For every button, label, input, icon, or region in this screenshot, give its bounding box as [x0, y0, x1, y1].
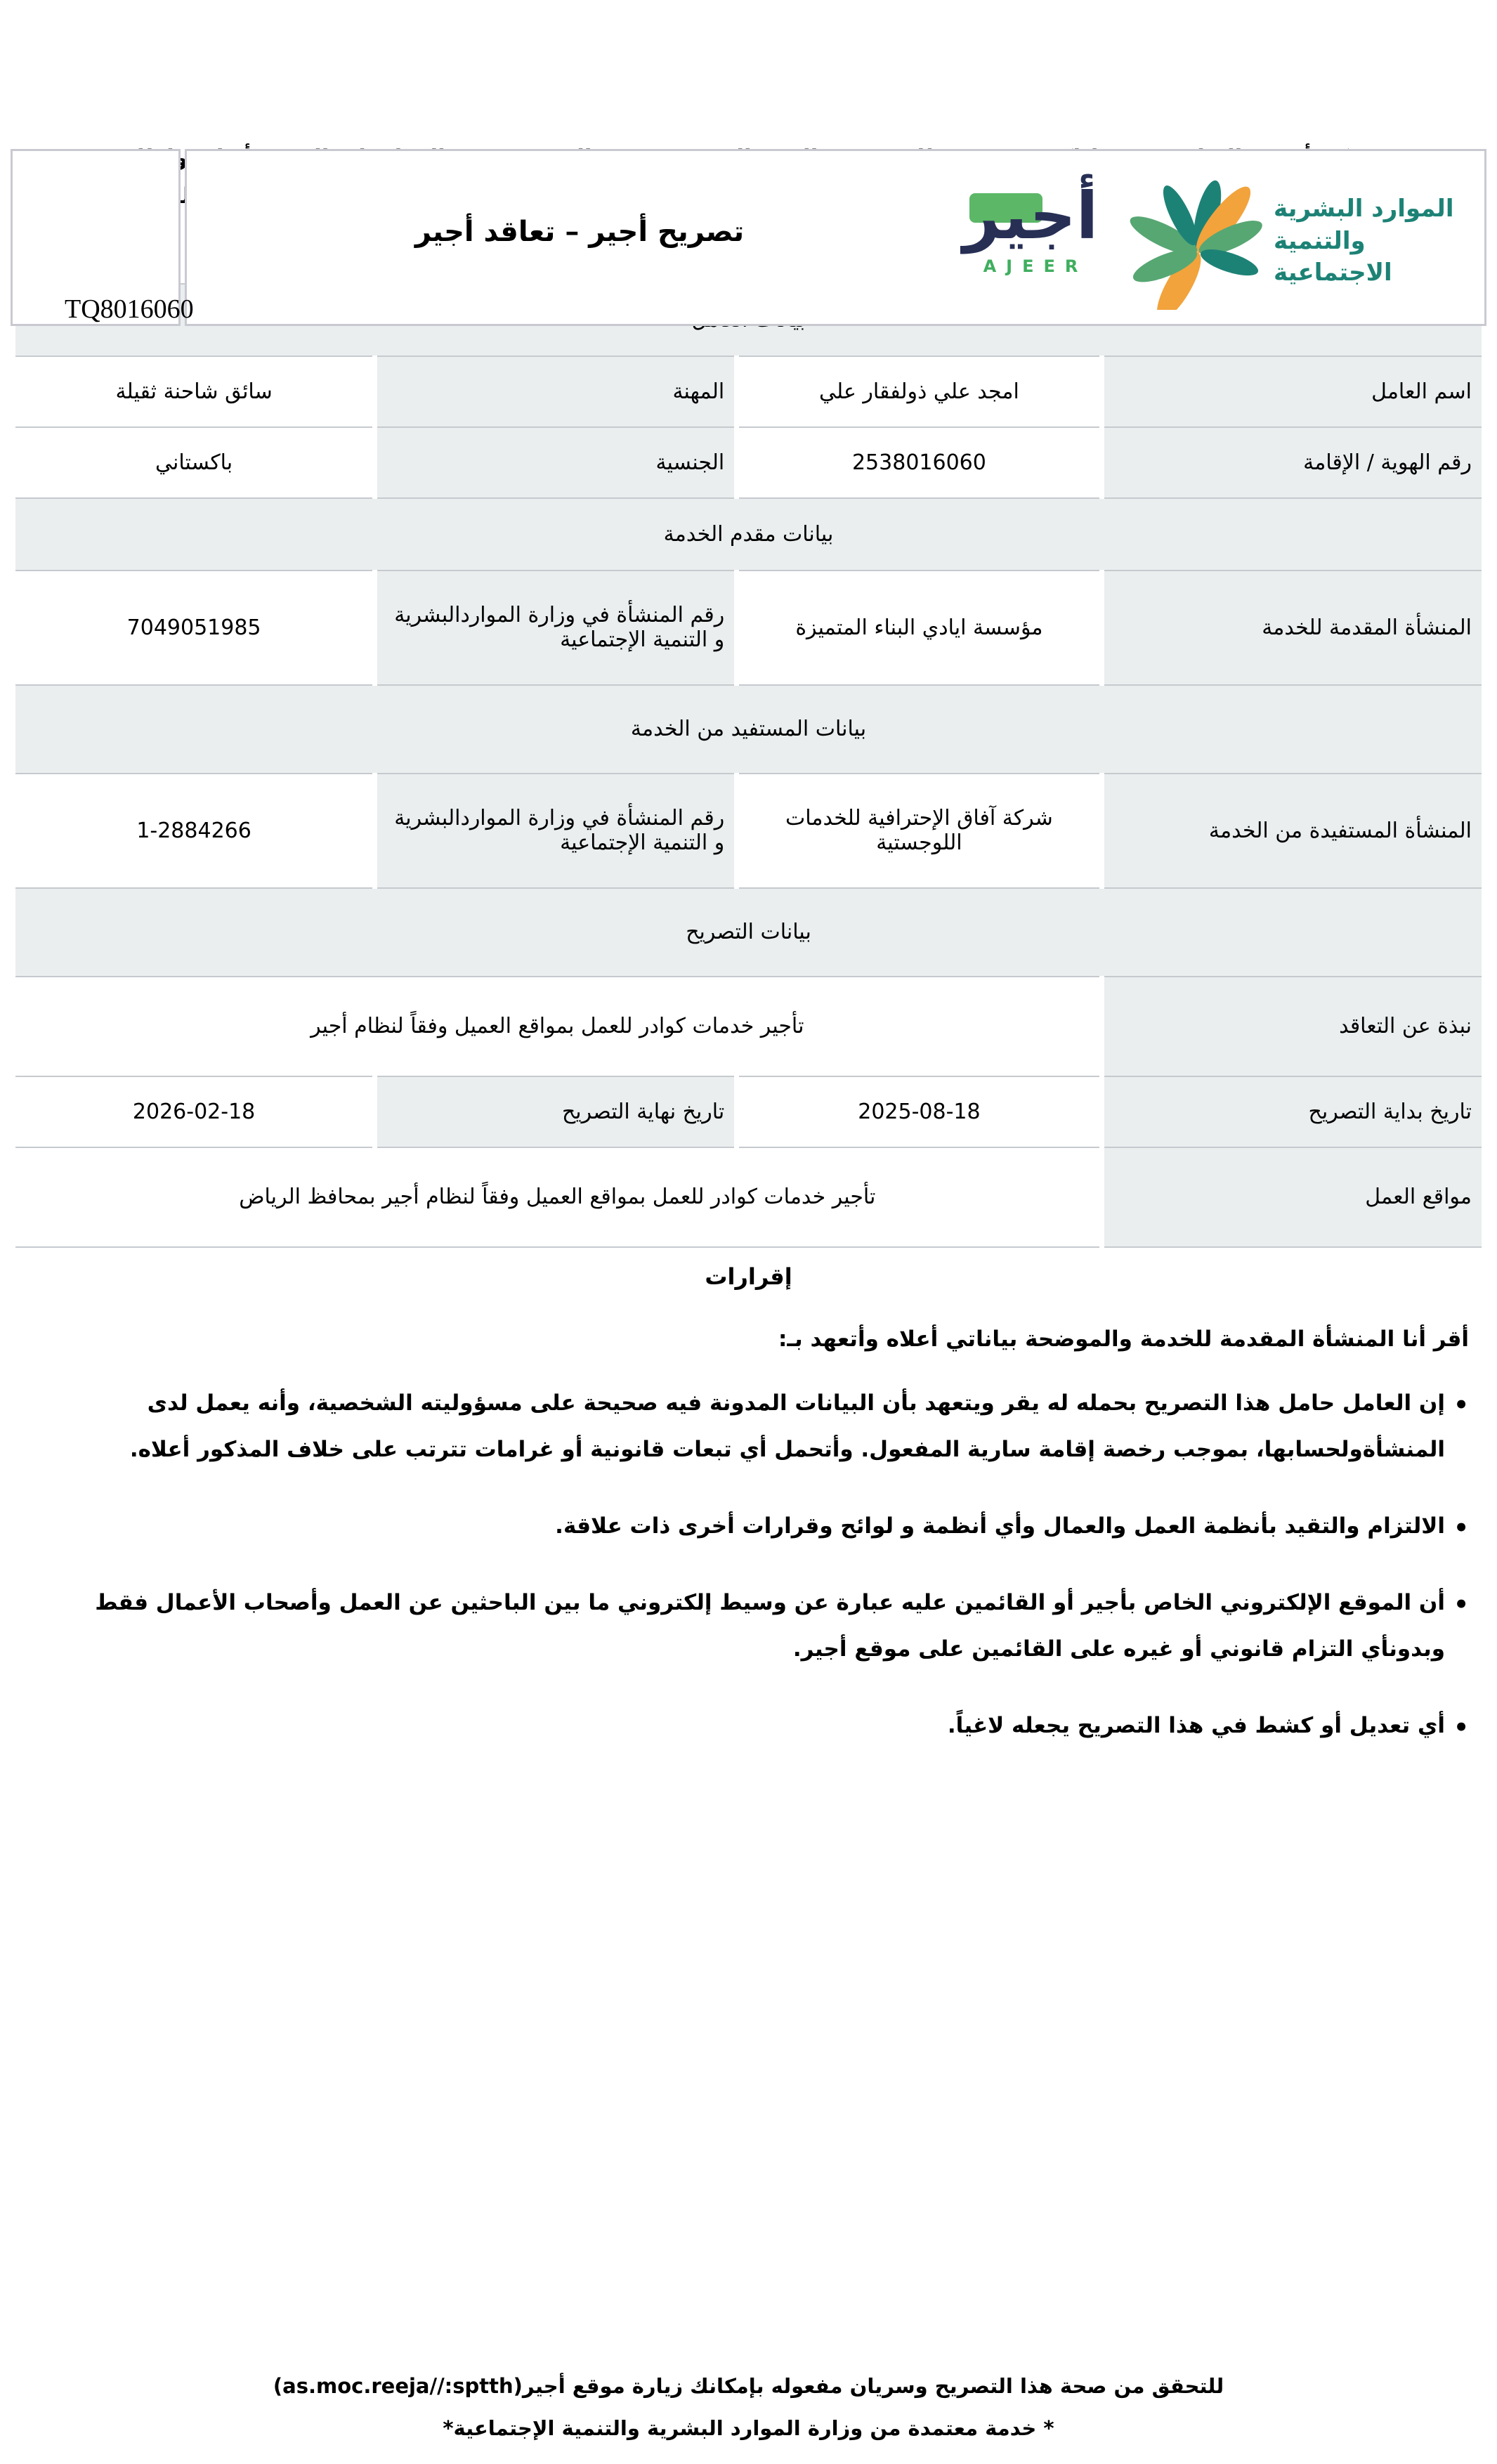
ministry-starburst-icon — [1130, 180, 1262, 310]
worker-profession-label: المهنة — [372, 355, 740, 428]
work-locations-label: مواقع العمل — [1099, 1146, 1487, 1248]
declarations-list: إن العامل حامل هذا التصريح بحمله له يقر … — [42, 1380, 1469, 1754]
worker-id-value: 2538016060 — [734, 426, 1104, 499]
section-row-beneficiary: بيانات المستفيد من الخدمة — [11, 684, 1486, 774]
section-row-permit: بيانات التصريح — [11, 887, 1486, 977]
permit-dates-row: تاريخ بداية التصريح 2025-08-18 تاريخ نها… — [10, 1075, 1487, 1148]
section-header-permit: بيانات التصريح — [11, 887, 1486, 977]
worker-name-value: امجد علي ذولفقار علي — [734, 355, 1104, 428]
worker-nationality-label: الجنسية — [372, 426, 740, 499]
worker-id-row: رقم الهوية / الإقامة 2538016060 الجنسية … — [10, 426, 1487, 499]
beneficiary-mol-number-value: 1-2884266 — [10, 772, 378, 889]
footer: للتحقق من صحة هذا التصريح وسريان مفعوله … — [0, 2374, 1497, 2440]
permit-start-date-value: 2025-08-18 — [734, 1075, 1104, 1148]
ministry-logo: الموارد البشرية والتنمية الاجتماعية — [1123, 173, 1484, 310]
document-title: تصريح أجير – تعاقد أجير — [414, 215, 745, 248]
footer-approved-service-text: * خدمة معتمدة من وزارة الموارد البشرية و… — [443, 2416, 1054, 2440]
work-locations-row: مواقع العمل تأجير خدمات كوادر للعمل بموا… — [11, 1146, 1487, 1248]
contract-summary-value: تأجير خدمات كوادر للعمل بمواقع العميل وف… — [11, 975, 1104, 1077]
provider-establishment-value: مؤسسة ايادي البناء المتميزة — [734, 569, 1104, 686]
worker-name-row: اسم العامل امجد علي ذولفقار علي المهنة س… — [10, 355, 1487, 428]
provider-mol-number-label: رقم المنشأة في وزارة المواردالبشرية و ال… — [372, 569, 740, 686]
permit-details-table: بيانات العامل اسم العامل امجد علي ذولفقا… — [10, 282, 1487, 1248]
declaration-item-4: أي تعديل أو كشط في هذا التصريح يجعله لاغ… — [42, 1702, 1469, 1754]
worker-profession-value: سائق شاحنة ثقيلة — [10, 355, 378, 428]
ministry-logo-line1: الموارد البشرية — [1274, 194, 1454, 223]
declaration-item-1: إن العامل حامل هذا التصريح بحمله له يقر … — [42, 1380, 1469, 1473]
work-locations-value: تأجير خدمات كوادر للعمل بمواقع العميل وف… — [11, 1146, 1104, 1248]
beneficiary-establishment-value: شركة آفاق الإحترافية للخدمات اللوجستية — [734, 772, 1104, 889]
provider-row: المنشأة المقدمة للخدمة مؤسسة ايادي البنا… — [10, 569, 1487, 686]
section-header-beneficiary: بيانات المستفيد من الخدمة — [11, 684, 1486, 774]
contract-summary-label: نبذة عن التعاقد — [1099, 975, 1487, 1077]
declarations-title: إقرارات — [705, 1263, 792, 1290]
permit-end-date-value: 2026-02-18 — [10, 1075, 378, 1148]
worker-id-label: رقم الهوية / الإقامة — [1099, 426, 1487, 499]
header-permit-code-box — [11, 149, 181, 326]
worker-name-label: اسم العامل — [1099, 355, 1487, 428]
declaration-item-2: الالتزام والتقيد بأنظمة العمل والعمال وأ… — [42, 1503, 1469, 1554]
section-header-provider: بيانات مقدم الخدمة — [11, 497, 1486, 571]
ministry-logo-text: الموارد البشرية والتنمية الاجتماعية — [1274, 193, 1484, 290]
header-main-box — [185, 149, 1486, 326]
worker-nationality-value: باكستاني — [10, 426, 378, 499]
beneficiary-row: المنشأة المستفيدة من الخدمة شركة آفاق ال… — [10, 772, 1487, 889]
declarations-intro: أقر أنا المنشأة المقدمة للخدمة والموضحة … — [778, 1326, 1469, 1352]
beneficiary-establishment-label: المنشأة المستفيدة من الخدمة — [1099, 772, 1487, 889]
declaration-item-3: أن الموقع الإلكتروني الخاص بأجير أو القا… — [42, 1579, 1469, 1673]
ajeer-permit-document: { "header": { "permit_code": "TQ8016060"… — [0, 139, 1497, 2464]
beneficiary-mol-number-label: رقم المنشأة في وزارة المواردالبشرية و ال… — [372, 772, 740, 889]
ajeer-logo-arabic-wordmark: أجير — [962, 178, 1099, 254]
permit-start-date-label: تاريخ بداية التصريح — [1099, 1075, 1487, 1148]
provider-establishment-label: المنشأة المقدمة للخدمة — [1099, 569, 1487, 686]
permit-end-date-label: تاريخ نهاية التصريح — [372, 1075, 740, 1148]
ajeer-logo: أجير AJEER — [929, 178, 1132, 308]
section-row-provider: بيانات مقدم الخدمة — [11, 497, 1486, 571]
permit-code: TQ8016060 — [65, 294, 194, 324]
ministry-logo-line2: والتنمية الاجتماعية — [1274, 226, 1392, 287]
ajeer-logo-latin-wordmark: AJEER — [983, 256, 1088, 277]
contract-summary-row: نبذة عن التعاقد تأجير خدمات كوادر للعمل … — [11, 975, 1487, 1077]
provider-mol-number-value: 7049051985 — [10, 569, 378, 686]
footer-verification-text: للتحقق من صحة هذا التصريح وسريان مفعوله … — [273, 2374, 1224, 2398]
ajeer-logo-green-accent — [969, 193, 1042, 223]
